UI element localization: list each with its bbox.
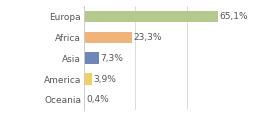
Bar xyxy=(84,11,218,22)
Bar xyxy=(84,52,99,64)
Text: 7,3%: 7,3% xyxy=(101,54,123,63)
Bar xyxy=(84,32,132,43)
Bar xyxy=(84,94,85,106)
Bar xyxy=(84,73,92,85)
Text: 23,3%: 23,3% xyxy=(134,33,162,42)
Text: 65,1%: 65,1% xyxy=(219,12,248,21)
Text: 3,9%: 3,9% xyxy=(94,75,116,84)
Text: 0,4%: 0,4% xyxy=(87,95,109,104)
